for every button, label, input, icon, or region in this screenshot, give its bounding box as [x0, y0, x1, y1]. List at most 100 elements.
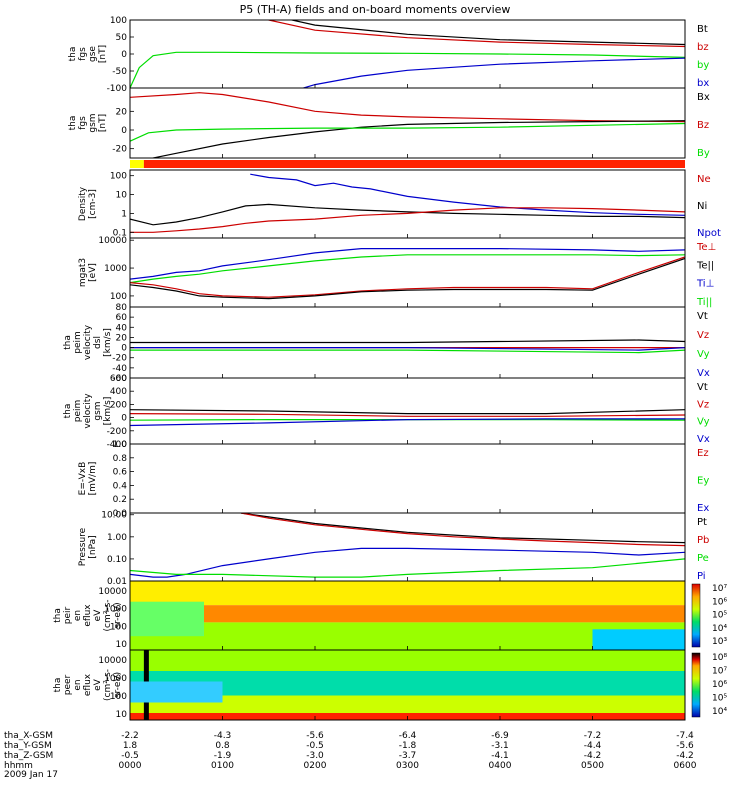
y-axis-label: E=-VxB [78, 462, 88, 496]
y-tick-label: 600 [110, 374, 127, 384]
colorbar-label: 10⁷ [712, 667, 727, 677]
series-line-bz [266, 20, 685, 48]
y-tick-label: -60 [112, 374, 127, 384]
legend-entry: Pe [697, 553, 709, 564]
y-tick-label: 0.0 [113, 509, 128, 519]
y-tick-label: 80 [116, 303, 128, 313]
legend-entry: Pi [697, 571, 706, 582]
y-axis-label: gsm [88, 113, 98, 132]
series-line-Ni [130, 203, 685, 226]
colorbar-label: 10³ [712, 637, 727, 647]
y-axis-label: [km/s] [103, 328, 113, 357]
y-tick-label: -200 [107, 427, 128, 437]
x-row-value: 1.8 [123, 741, 138, 751]
legend-entry: Ex [697, 503, 709, 514]
date-label: 2009 Jan 17 [4, 770, 58, 780]
panel-density: 100 10 1 0.1 Density [cm-3] Ne Ni Npot [78, 169, 721, 239]
y-axis-label: [nT] [98, 114, 108, 132]
y-tick-label: 0 [121, 414, 127, 424]
panel-pressure: 10.00 1.00 0.10 0.01 Pressure [nPa] Pt Pb Pe Pi [78, 511, 709, 587]
x-row-value: 0100 [211, 761, 234, 771]
legend-entry: Vz [697, 330, 709, 341]
legend-entry: Vz [697, 399, 709, 410]
y-tick-label: 0.8 [113, 454, 128, 464]
y-tick-label: -20 [112, 145, 127, 155]
y-axis-label: [cm-3] [88, 189, 98, 219]
y-axis-label: gse [88, 46, 98, 62]
legend-entry: Vt [697, 311, 708, 322]
legend-entry: Ni [697, 201, 707, 212]
series-group [130, 173, 685, 233]
y-tick-label: 1 [121, 209, 127, 219]
legend-entry: Pb [697, 535, 709, 546]
y-axis-label: eflux [83, 673, 93, 696]
x-row-value: -3.7 [399, 751, 417, 761]
panel-fgs-gse: 100 50 0 -50 -100 tha fgs gse [nT] Bt bz by bx [68, 16, 709, 94]
y-axis-label: fgs [78, 116, 88, 130]
legend-entry: Npot [697, 228, 721, 239]
y-tick-label: 100 [110, 292, 127, 302]
y-tick-label: 40 [116, 323, 128, 333]
y-tick-label: -400 [107, 440, 128, 450]
series-group [130, 20, 685, 88]
y-axis-label: [km/s] [103, 397, 113, 426]
x-row-value: -0.5 [306, 741, 324, 751]
legend-entry: By [697, 148, 710, 159]
series-line-Vy [130, 349, 685, 354]
y-axis-label: fgs [78, 47, 88, 61]
x-axis-annotations: tha_X-GSM -2.2 -4.3 -5.6 -6.4 -6.9 -7.2 -7.4 tha… [4, 731, 697, 780]
series-line-Pe [130, 558, 685, 578]
y-axis-label: [mV/m] [88, 462, 98, 496]
x-row-value: -4.2 [676, 751, 694, 761]
y-axis-label: tha [53, 678, 63, 693]
x-row-value: -1.9 [214, 751, 232, 761]
series-group [130, 248, 685, 300]
legend-entry: bx [697, 78, 709, 89]
y-tick-label: 10.00 [101, 511, 127, 521]
panel-frame [129, 87, 686, 159]
y-tick-label: 0.1 [113, 228, 127, 238]
series-line-By [130, 122, 685, 142]
y-axis-label: [nT] [98, 45, 108, 63]
x-row-value: -4.1 [491, 751, 509, 761]
x-row-value: -0.5 [121, 751, 139, 761]
y-tick-label: 100 [110, 172, 127, 182]
x-row-label: hhmm [4, 761, 33, 771]
y-tick-label: -100 [107, 84, 128, 94]
y-tick-label: 1000 [104, 605, 127, 615]
y-axis-label: tha [63, 404, 73, 419]
x-row-value: -3.1 [491, 741, 509, 751]
series-group [130, 409, 685, 427]
x-row-value: 0500 [581, 761, 604, 771]
x-row-value: -3.0 [306, 751, 324, 761]
legend-entry: Bz [697, 120, 709, 131]
y-tick-label: 100 [110, 622, 127, 632]
y-tick-label: 1.00 [107, 533, 127, 543]
y-tick-label: 0.2 [113, 495, 127, 505]
y-axis-label: tha [68, 47, 78, 62]
y-axis-label: (cm²-s- [103, 669, 113, 701]
panel-temperature: 10000 1000 100 mgat3 [eV] Te⊥ Te|| Ti⊥ Ti|| [78, 236, 716, 308]
heatmap-band [130, 695, 685, 713]
legend-entry: Ti⊥ [696, 279, 714, 290]
y-axis-label: peir [63, 606, 73, 624]
y-tick-label: 10 [116, 710, 128, 720]
y-tick-label: 0 [121, 50, 127, 60]
y-tick-label: 0 [121, 126, 127, 136]
legend-entry: bz [697, 42, 709, 53]
x-row-value: 0600 [674, 761, 697, 771]
y-tick-label: 10000 [98, 236, 127, 246]
series-line-Bt [289, 20, 685, 46]
x-row-value: -4.3 [214, 731, 232, 741]
series-line-Vt [130, 409, 685, 415]
legend-entry: Te⊥ [696, 242, 716, 253]
heatmap-patch [130, 681, 223, 703]
legend-entry: Ne [697, 174, 711, 185]
series-line-by [130, 51, 685, 88]
heatmap-band [130, 605, 685, 623]
mode-segment [130, 160, 144, 168]
legend-entry: Vt [697, 382, 708, 393]
y-axis-label: eV [93, 678, 103, 691]
y-tick-label: 10000 [98, 656, 127, 666]
